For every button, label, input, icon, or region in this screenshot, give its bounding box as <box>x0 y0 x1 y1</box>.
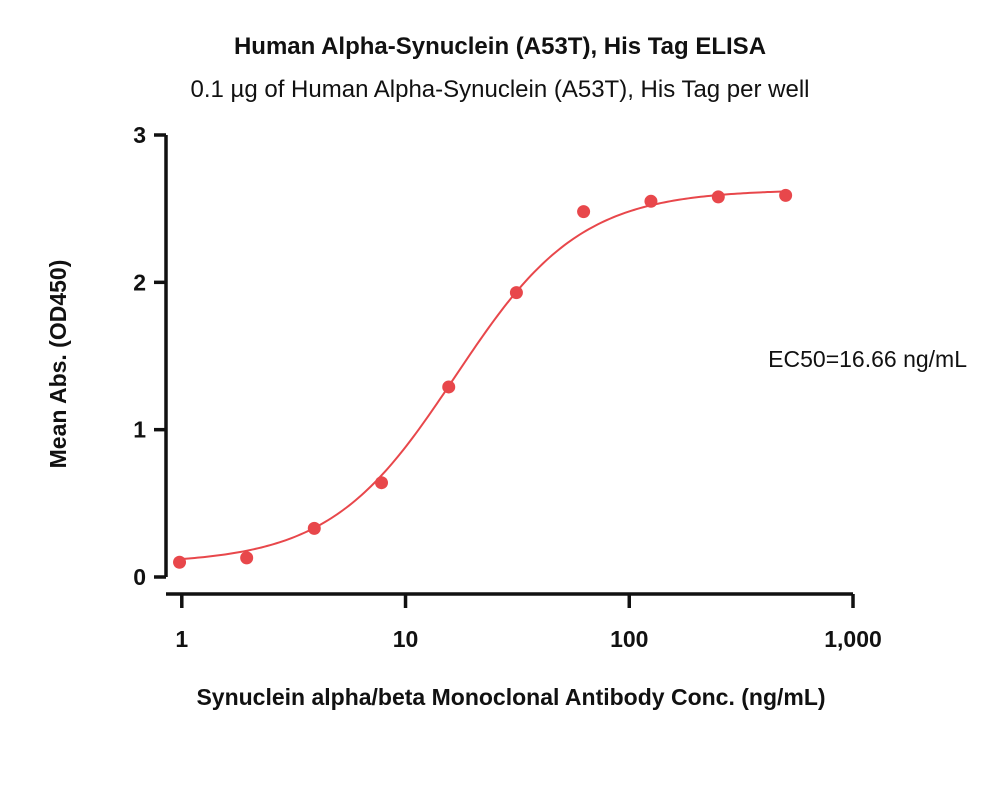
data-point <box>442 380 456 394</box>
data-point <box>779 188 793 202</box>
data-point <box>173 555 187 569</box>
y-ticks: 0 1 2 3 <box>133 122 166 590</box>
data-points <box>173 188 793 569</box>
x-tick-label: 100 <box>610 626 648 652</box>
x-axis-title: Synuclein alpha/beta Monoclonal Antibody… <box>196 684 825 710</box>
data-point <box>240 551 254 565</box>
ec50-annotation: EC50=16.66 ng/mL <box>768 346 967 372</box>
fit-curve <box>179 190 786 561</box>
y-tick-label: 2 <box>133 269 146 295</box>
data-point <box>307 521 321 535</box>
data-point <box>644 194 658 208</box>
data-point <box>509 286 523 300</box>
y-axis-title: Mean Abs. (OD450) <box>45 260 71 469</box>
data-point <box>577 205 591 219</box>
x-ticks: 1 10 100 1,000 <box>175 594 882 652</box>
axes <box>164 135 853 596</box>
y-tick-label: 3 <box>133 122 146 148</box>
x-tick-label: 10 <box>393 626 419 652</box>
chart-subtitle: 0.1 µg of Human Alpha-Synuclein (A53T), … <box>190 76 810 103</box>
data-point <box>711 190 725 204</box>
x-tick-label: 1 <box>175 626 188 652</box>
y-tick-label: 0 <box>133 564 146 590</box>
data-point <box>375 476 389 490</box>
x-tick-label: 1,000 <box>824 626 882 652</box>
y-tick-label: 1 <box>133 417 146 443</box>
chart-title: Human Alpha-Synuclein (A53T), His Tag EL… <box>233 33 767 60</box>
